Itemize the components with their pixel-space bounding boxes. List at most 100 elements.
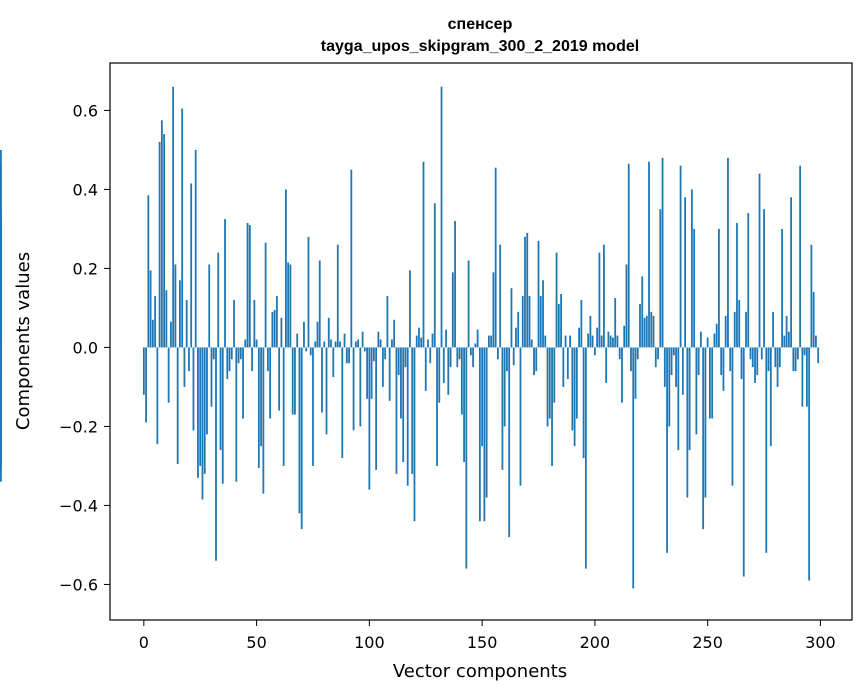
bar (506, 347, 508, 372)
bar (282, 347, 285, 466)
bar (724, 315, 727, 348)
bar (176, 347, 179, 464)
bar (212, 347, 215, 360)
bar (142, 347, 145, 395)
bar (406, 347, 409, 486)
bar (228, 347, 231, 372)
bar (582, 347, 585, 459)
bar (235, 347, 238, 482)
bar (411, 347, 414, 474)
bar (693, 228, 696, 348)
bar (535, 347, 538, 372)
bar (379, 339, 382, 348)
bar (260, 347, 263, 447)
bar (749, 347, 752, 360)
bar (393, 319, 396, 348)
bar (636, 347, 639, 360)
bar (713, 333, 716, 348)
bar (312, 347, 314, 466)
bar (681, 347, 684, 395)
bar (352, 347, 355, 431)
bar (539, 296, 542, 348)
bar (645, 315, 648, 348)
bar (303, 321, 305, 348)
bar (219, 347, 222, 451)
x-tick-label: 300 (805, 633, 836, 652)
bar (321, 347, 323, 413)
bar (508, 347, 511, 538)
bar (345, 347, 348, 364)
bar (0, 224, 2, 348)
bar (474, 343, 477, 348)
bar (185, 300, 188, 348)
bar (551, 347, 553, 466)
x-axis-label: Vector components (393, 661, 567, 682)
bar (781, 228, 783, 348)
bar (618, 347, 621, 360)
bar (361, 331, 364, 348)
bar (255, 339, 258, 348)
bar (442, 347, 445, 383)
bar (469, 347, 472, 356)
y-tick-label: 0.4 (73, 180, 98, 199)
bar (323, 341, 326, 348)
bar (715, 323, 718, 348)
bar (704, 347, 707, 498)
bar (533, 347, 535, 376)
bar (384, 347, 387, 360)
bar (569, 335, 571, 348)
bar (542, 280, 544, 348)
bar (544, 335, 547, 348)
bar (309, 347, 312, 356)
bar (237, 347, 240, 364)
bar (785, 315, 788, 348)
bar (596, 327, 599, 348)
bar (578, 327, 581, 348)
bar (149, 270, 152, 348)
bar (641, 276, 644, 348)
bar (657, 347, 659, 360)
bar (316, 321, 319, 348)
bar (709, 347, 711, 419)
bar (589, 315, 592, 348)
bar (294, 347, 296, 415)
bar (192, 347, 195, 431)
bar (226, 347, 229, 380)
y-tick-label: −0.2 (59, 417, 98, 436)
bar (575, 347, 578, 419)
bar (690, 189, 693, 348)
bar (269, 347, 272, 419)
bar (787, 331, 790, 348)
bar (605, 347, 608, 383)
bar (494, 167, 497, 348)
bar (799, 165, 802, 348)
bar (519, 347, 522, 486)
bar (278, 347, 281, 411)
bar (733, 311, 736, 348)
y-axis-label: Components values (13, 252, 34, 430)
bar (163, 134, 166, 348)
x-tick-label: 150 (467, 633, 498, 652)
bar (774, 347, 777, 368)
bar (251, 347, 253, 372)
bar (447, 347, 450, 395)
bar (648, 161, 650, 348)
bar (372, 347, 375, 362)
bar (449, 347, 452, 368)
bar (156, 347, 159, 445)
chart-title: спенсер (448, 16, 513, 33)
bar (266, 347, 269, 372)
bar (745, 311, 747, 348)
bar (526, 232, 529, 348)
bar (397, 347, 400, 376)
bar (729, 347, 732, 372)
bar (621, 347, 623, 403)
bar (165, 290, 168, 348)
bar (188, 347, 190, 372)
bar (415, 335, 418, 348)
bar (614, 298, 617, 348)
bar (661, 157, 664, 348)
bar (510, 288, 513, 348)
bar (386, 296, 389, 348)
bar (663, 347, 666, 387)
